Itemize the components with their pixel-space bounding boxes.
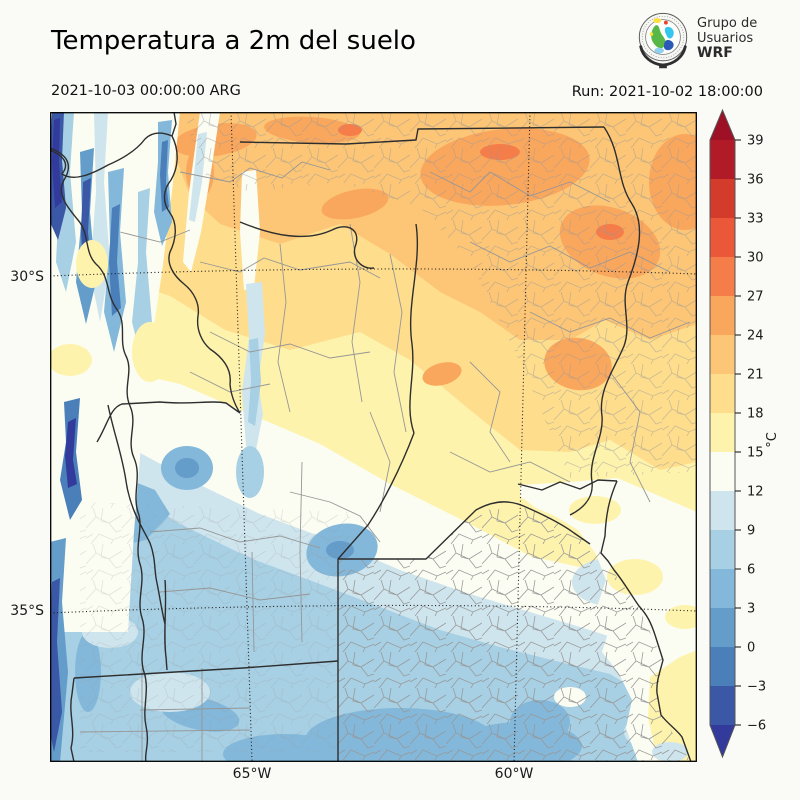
colorbar: 39 36 33 30 27 24 21 18 15 12 9 6 3 0 −3… xyxy=(709,108,780,759)
page-title: Temperatura a 2m del suelo xyxy=(51,26,416,56)
y-tick-35s: 35°S xyxy=(10,603,44,619)
run-time-label: Run: 2021-10-02 18:00:00 xyxy=(571,84,763,100)
svg-text:24: 24 xyxy=(747,329,764,344)
svg-text:6: 6 xyxy=(747,563,755,578)
map-canvas xyxy=(50,112,697,762)
svg-text:−3: −3 xyxy=(747,680,766,695)
svg-text:0: 0 xyxy=(747,641,755,656)
country-borders xyxy=(50,112,641,762)
coastline xyxy=(517,479,692,762)
map-frame xyxy=(50,112,697,762)
svg-text:27: 27 xyxy=(747,290,764,305)
logo-text-line2: Usuarios xyxy=(697,30,754,46)
wrf-globe-icon xyxy=(638,12,688,69)
x-tick-65w: 65°W xyxy=(232,766,272,782)
colorbar-tickmarks xyxy=(735,139,741,726)
svg-text:18: 18 xyxy=(747,407,764,422)
colorbar-unit-label: °C xyxy=(765,432,780,448)
svg-text:9: 9 xyxy=(747,524,755,539)
graticule xyxy=(50,112,697,762)
svg-text:−6: −6 xyxy=(747,719,766,734)
logo-text-line1: Grupo de xyxy=(697,16,758,32)
svg-text:15: 15 xyxy=(747,446,764,461)
svg-text:12: 12 xyxy=(747,485,764,500)
colorbar-segments xyxy=(709,108,736,759)
svg-text:39: 39 xyxy=(747,134,764,149)
wrf-logo-text: Grupo de Usuarios WRF xyxy=(697,17,757,61)
province-borders xyxy=(79,161,691,762)
valid-time-label: 2021-10-03 00:00:00 ARG xyxy=(51,83,241,99)
colorbar-tick-labels: 39 36 33 30 27 24 21 18 15 12 9 6 3 0 −3… xyxy=(747,134,766,734)
svg-text:21: 21 xyxy=(747,368,764,383)
svg-text:33: 33 xyxy=(747,212,764,227)
x-tick-60w: 60°W xyxy=(494,766,534,782)
logo-text-line3: WRF xyxy=(697,45,733,62)
wrf-logo: Grupo de Usuarios WRF xyxy=(634,8,757,70)
svg-text:3: 3 xyxy=(747,602,755,617)
svg-text:36: 36 xyxy=(747,173,764,188)
y-tick-30s: 30°S xyxy=(10,269,44,285)
svg-text:30: 30 xyxy=(747,251,764,266)
